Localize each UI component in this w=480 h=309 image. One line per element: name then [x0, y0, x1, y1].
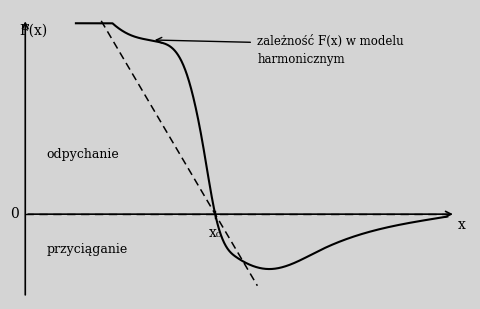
Text: przyciąganie: przyciąganie: [46, 243, 127, 256]
Text: F(x): F(x): [19, 23, 47, 37]
Text: 0: 0: [10, 207, 19, 221]
Text: x: x: [457, 218, 465, 232]
Text: zależność F(x) w modelu
harmonicznym: zależność F(x) w modelu harmonicznym: [257, 35, 403, 66]
Text: odpychanie: odpychanie: [46, 148, 119, 161]
Text: x₀: x₀: [208, 226, 221, 240]
